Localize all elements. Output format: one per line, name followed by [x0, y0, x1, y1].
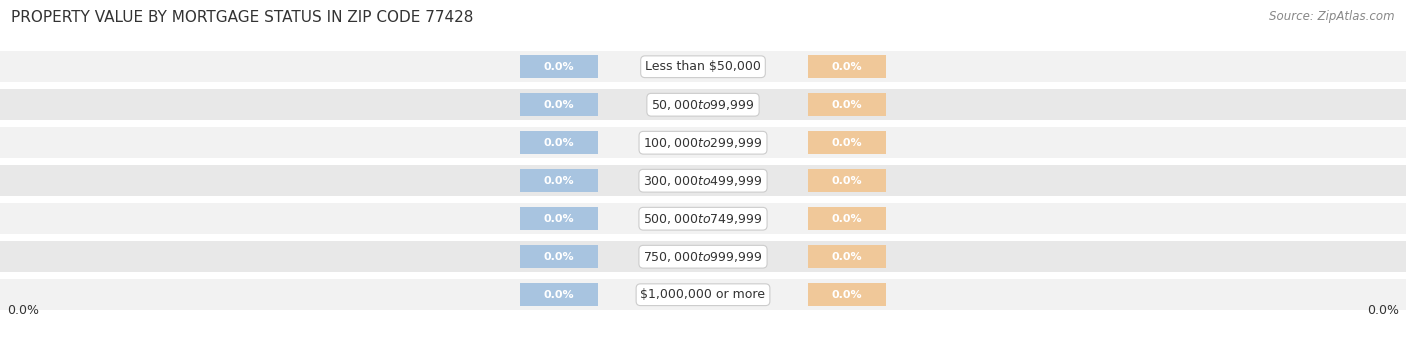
Bar: [520, 131, 598, 154]
Bar: [808, 55, 886, 78]
Bar: [0, 241, 1406, 272]
Text: 0.0%: 0.0%: [544, 290, 574, 300]
Text: 0.0%: 0.0%: [544, 252, 574, 262]
Text: PROPERTY VALUE BY MORTGAGE STATUS IN ZIP CODE 77428: PROPERTY VALUE BY MORTGAGE STATUS IN ZIP…: [11, 10, 474, 25]
Text: 0.0%: 0.0%: [832, 138, 862, 148]
Text: 0.0%: 0.0%: [832, 214, 862, 224]
Text: $100,000 to $299,999: $100,000 to $299,999: [644, 136, 762, 150]
Text: 0.0%: 0.0%: [832, 290, 862, 300]
Text: 0.0%: 0.0%: [832, 252, 862, 262]
Bar: [520, 207, 598, 230]
Text: 0.0%: 0.0%: [544, 214, 574, 224]
Bar: [808, 245, 886, 268]
Bar: [520, 283, 598, 306]
Text: 0.0%: 0.0%: [832, 176, 862, 186]
Bar: [0, 127, 1406, 158]
Bar: [0, 89, 1406, 120]
Bar: [520, 55, 598, 78]
Text: $300,000 to $499,999: $300,000 to $499,999: [644, 174, 762, 188]
Text: 0.0%: 0.0%: [832, 62, 862, 72]
Text: 0.0%: 0.0%: [544, 62, 574, 72]
Text: Less than $50,000: Less than $50,000: [645, 60, 761, 73]
Bar: [520, 245, 598, 268]
Text: $50,000 to $99,999: $50,000 to $99,999: [651, 98, 755, 112]
Bar: [808, 283, 886, 306]
Text: 0.0%: 0.0%: [1367, 304, 1399, 317]
Text: $750,000 to $999,999: $750,000 to $999,999: [644, 250, 762, 264]
Text: 0.0%: 0.0%: [544, 138, 574, 148]
Bar: [0, 203, 1406, 234]
Bar: [0, 279, 1406, 310]
Bar: [520, 93, 598, 116]
Text: 0.0%: 0.0%: [7, 304, 39, 317]
Bar: [808, 93, 886, 116]
Bar: [0, 165, 1406, 196]
Bar: [808, 169, 886, 192]
Bar: [0, 51, 1406, 82]
Text: 0.0%: 0.0%: [832, 100, 862, 110]
Bar: [520, 169, 598, 192]
Text: 0.0%: 0.0%: [544, 100, 574, 110]
Bar: [808, 131, 886, 154]
Text: Source: ZipAtlas.com: Source: ZipAtlas.com: [1270, 10, 1395, 23]
Text: $1,000,000 or more: $1,000,000 or more: [641, 288, 765, 301]
Text: 0.0%: 0.0%: [544, 176, 574, 186]
Text: $500,000 to $749,999: $500,000 to $749,999: [644, 212, 762, 226]
Bar: [808, 207, 886, 230]
